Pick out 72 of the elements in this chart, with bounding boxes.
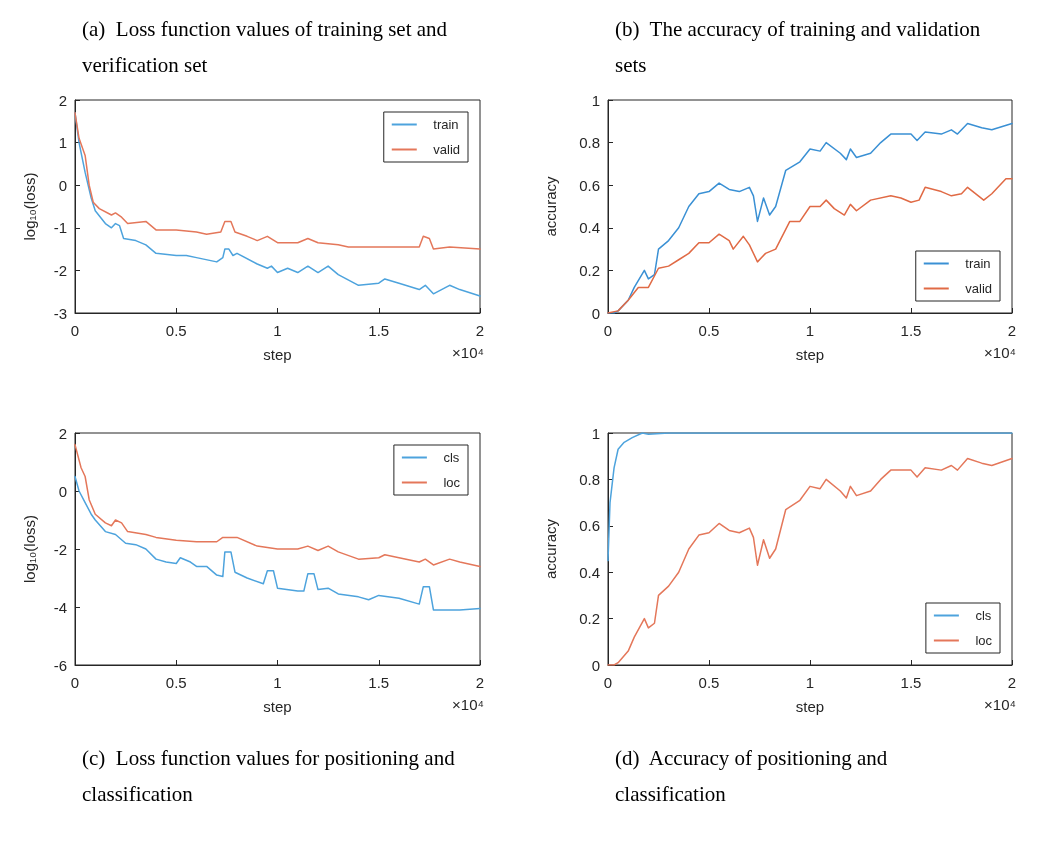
text: ×10⁴	[984, 696, 1016, 713]
line-series	[74, 112, 481, 250]
x-tick-label: 0.5	[698, 674, 720, 691]
line-series	[607, 432, 1013, 562]
y-tick-label: 2	[58, 91, 67, 109]
x-tick-label: 2	[475, 322, 485, 339]
y-axis-title: accuracy	[542, 175, 559, 237]
y-tick-label: 0	[58, 176, 67, 194]
y-tick-label: 0	[58, 482, 67, 500]
y-axis-title: accuracy	[542, 518, 559, 580]
legend-label: cls	[975, 608, 992, 623]
y-tick-label: 0.4	[579, 219, 600, 237]
y-tick-label: 0.6	[579, 176, 600, 194]
x-tick-label: 0	[603, 674, 613, 691]
y-tick-label: 1	[591, 91, 600, 109]
x-tick-label: 2	[1007, 322, 1017, 339]
y-tick-label: 0	[591, 656, 600, 674]
line-series	[74, 112, 481, 297]
legend-label: loc	[443, 475, 461, 490]
x-tick-label: 1	[273, 322, 282, 339]
y-tick-label: 1	[591, 424, 600, 442]
y-tick-label: -3	[53, 304, 67, 322]
y-tick-label: 0.4	[579, 563, 600, 581]
y-tick-label: 2	[58, 424, 67, 442]
legend-label: train	[433, 117, 459, 132]
legend-label: valid	[433, 142, 461, 157]
y-tick-label: -2	[53, 261, 67, 279]
y-tick-label: 0.8	[579, 470, 600, 488]
legend-label: loc	[975, 633, 993, 648]
x-tick-label: 1	[273, 674, 282, 691]
x-tick-label: 0.5	[165, 674, 187, 691]
y-tick-label: 0.2	[579, 610, 600, 628]
x-tick-label: 0.5	[698, 322, 720, 339]
x-tick-label: 0.5	[165, 322, 187, 339]
y-tick-label: -1	[53, 219, 67, 237]
y-tick-label: -2	[53, 540, 67, 558]
text: ×10⁴	[452, 344, 484, 361]
x-tick-label: 0	[70, 322, 80, 339]
x-tick-label: 1	[805, 674, 815, 691]
x-axis-title: step	[795, 698, 825, 715]
y-tick-label: -4	[53, 598, 67, 616]
y-axis-title: log₁₀(loss)	[21, 515, 38, 583]
legend-label: valid	[965, 281, 993, 296]
legend-label: train	[965, 256, 991, 271]
x-tick-label: 2	[475, 674, 485, 691]
y-tick-label: 0.2	[579, 261, 600, 279]
y-tick-label: 0	[591, 304, 600, 322]
y-tick-label: -6	[53, 656, 67, 674]
text: (d) Accuracy of positioning and classification	[615, 746, 893, 806]
chart-title: (a) Loss function values of training set and verification set	[82, 17, 453, 77]
line-series	[74, 443, 481, 568]
text: (c) Loss function values for positioning and classification	[82, 746, 460, 806]
y-axis-title: log₁₀(loss)	[21, 172, 38, 241]
x-tick-label: 1	[805, 322, 815, 339]
y-tick-label: 0.6	[579, 517, 600, 535]
x-axis-title: step	[795, 346, 825, 363]
x-tick-label: 0	[603, 322, 613, 339]
x-tick-label: 1.5	[368, 674, 390, 691]
x-tick-label: 0	[70, 674, 80, 691]
x-tick-label: 2	[1007, 674, 1017, 691]
chart-title: (b) The accuracy of training and validation sets	[615, 17, 986, 77]
y-tick-label: 0.8	[579, 134, 600, 152]
x-axis-title: step	[263, 698, 292, 715]
x-axis-title: step	[263, 346, 292, 363]
x-tick-label: 1.5	[900, 674, 922, 691]
legend-label: cls	[443, 450, 460, 465]
text: ×10⁴	[984, 344, 1016, 361]
x-tick-label: 1.5	[900, 322, 922, 339]
x-tick-label: 1.5	[368, 322, 390, 339]
text: ×10⁴	[452, 696, 484, 713]
line-series	[74, 475, 481, 611]
y-tick-label: 1	[58, 134, 67, 152]
